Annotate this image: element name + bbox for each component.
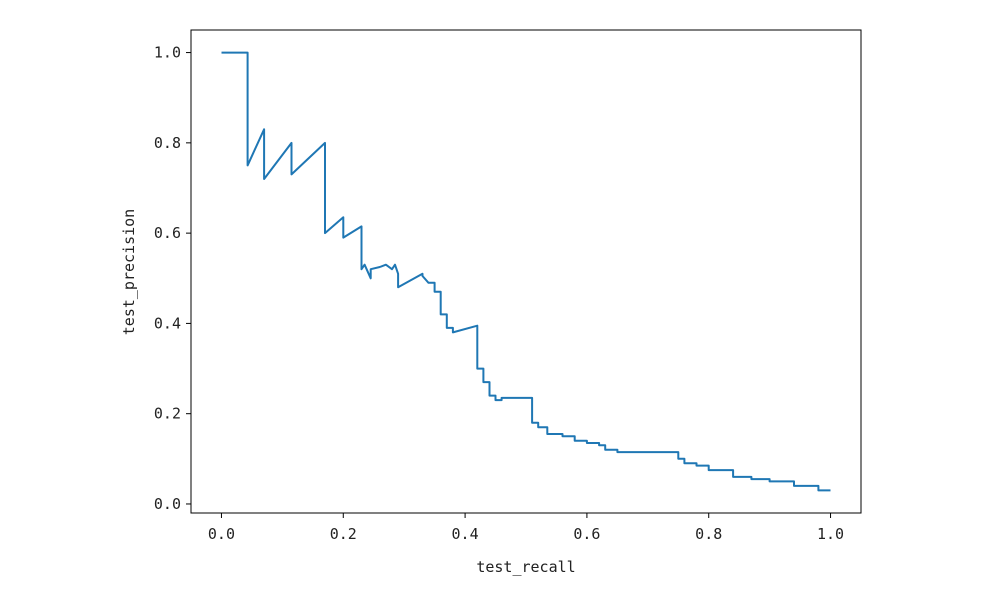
y-axis-ticks: 0.0 0.2 0.4 0.6 0.8 1.0 [154, 44, 191, 513]
precision-recall-line [221, 51, 831, 492]
y-tick-label: 1.0 [154, 44, 181, 62]
x-tick-label: 0.4 [452, 525, 479, 543]
y-tick-label: 0.8 [154, 134, 181, 152]
x-tick-label: 0.8 [695, 525, 722, 543]
y-axis-label: test_precision [120, 209, 138, 335]
plot-area [191, 30, 861, 513]
x-axis-ticks: 0.0 0.2 0.4 0.6 0.8 1.0 [208, 513, 844, 543]
x-tick-label: 1.0 [817, 525, 844, 543]
y-tick-label: 0.4 [154, 314, 181, 332]
x-tick-label: 0.6 [573, 525, 600, 543]
y-tick-label: 0.0 [154, 495, 181, 513]
x-tick-label: 0.2 [330, 525, 357, 543]
y-tick-label: 0.6 [154, 224, 181, 242]
plot-frame [190, 29, 862, 514]
x-axis-label: test_recall [476, 558, 575, 576]
x-tick-label: 0.0 [208, 525, 235, 543]
y-tick-label: 0.2 [154, 405, 181, 423]
